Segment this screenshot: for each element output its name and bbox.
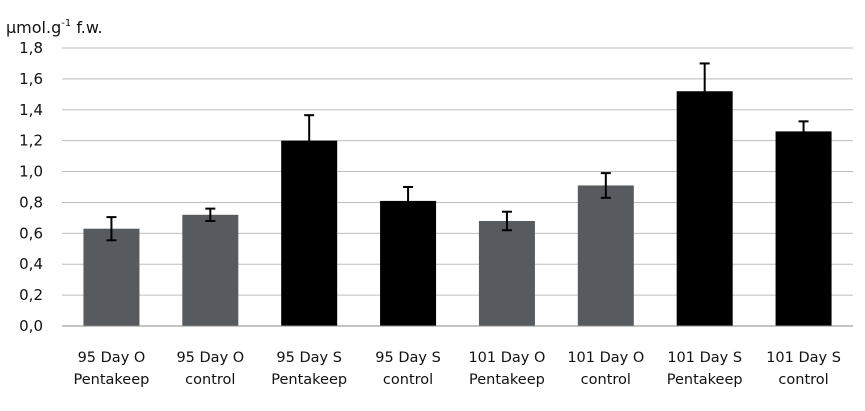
x-category-label-line: Pentakeep [74,372,150,388]
y-unit-tail: f.w. [71,18,102,37]
y-tick-label: 0,4 [19,255,43,273]
y-unit-main: μmol.g [6,18,61,37]
y-tick-label: 1,2 [19,132,43,150]
y-tick-label: 0,8 [19,193,43,211]
x-category-label-line: Pentakeep [667,372,743,388]
bar [182,214,239,326]
y-tick-label: 1,0 [19,163,43,181]
bar [478,220,535,326]
y-unit-superscript: -1 [61,18,71,29]
bar [83,228,140,326]
x-category-label-line: 101 Day O [468,350,545,366]
error-bar [798,120,809,143]
x-category-label: 95 Day O control [176,350,244,388]
x-category-label-line: 101 Day O [567,350,644,366]
y-unit-label: μmol.g-1 f.w. [6,18,103,37]
y-axis-ticks: 0,0 0,2 0,4 0,6 0,8 1,0 1,2 1,4 1,6 1,8 [19,39,43,335]
x-category-label-line: control [778,372,828,388]
x-category-label: 95 Day S Pentakeep [271,350,347,388]
x-category-label-line: 95 Day O [78,350,146,366]
error-bar [205,207,216,222]
y-axis-unit-label: μmol.g-1 f.w. [6,18,103,37]
x-category-label: 95 Day O Pentakeep [74,350,150,388]
x-category-label-line: 95 Day S [276,350,342,366]
x-category-label: 101 Day O Pentakeep [468,350,545,388]
bar [676,91,733,326]
x-category-label-line: Pentakeep [469,372,545,388]
bar [380,200,437,326]
x-category-label-line: 101 Day S [667,350,742,366]
y-tick-label: 0,2 [19,286,43,304]
bar [577,185,634,326]
error-bar [106,216,117,242]
x-category-label: 101 Day S control [766,350,841,388]
error-bar [699,62,710,121]
x-category-label-line: control [581,372,631,388]
y-tick-label: 1,4 [19,101,43,119]
x-category-label-line: 95 Day S [375,350,441,366]
y-tick-label: 1,8 [19,39,43,57]
y-tick-label: 1,6 [19,70,43,88]
bar [775,131,832,326]
gridlines [62,47,853,296]
bars [83,91,832,326]
x-category-label-line: control [185,372,235,388]
x-category-label: 95 Day S control [375,350,441,388]
error-bars [106,62,809,242]
x-category-label-line: 101 Day S [766,350,841,366]
x-category-label-line: 95 Day O [176,350,244,366]
bar [281,140,338,326]
error-bar [403,186,414,216]
x-category-label: 101 Day O control [567,350,644,388]
x-category-label: 101 Day S Pentakeep [667,350,743,388]
error-bar [600,172,611,199]
error-bar [304,114,315,168]
y-tick-label: 0,0 [19,317,43,335]
error-bar [501,210,512,232]
y-tick-label: 0,6 [19,224,43,242]
x-category-label-line: control [383,372,433,388]
x-category-label-line: Pentakeep [271,372,347,388]
